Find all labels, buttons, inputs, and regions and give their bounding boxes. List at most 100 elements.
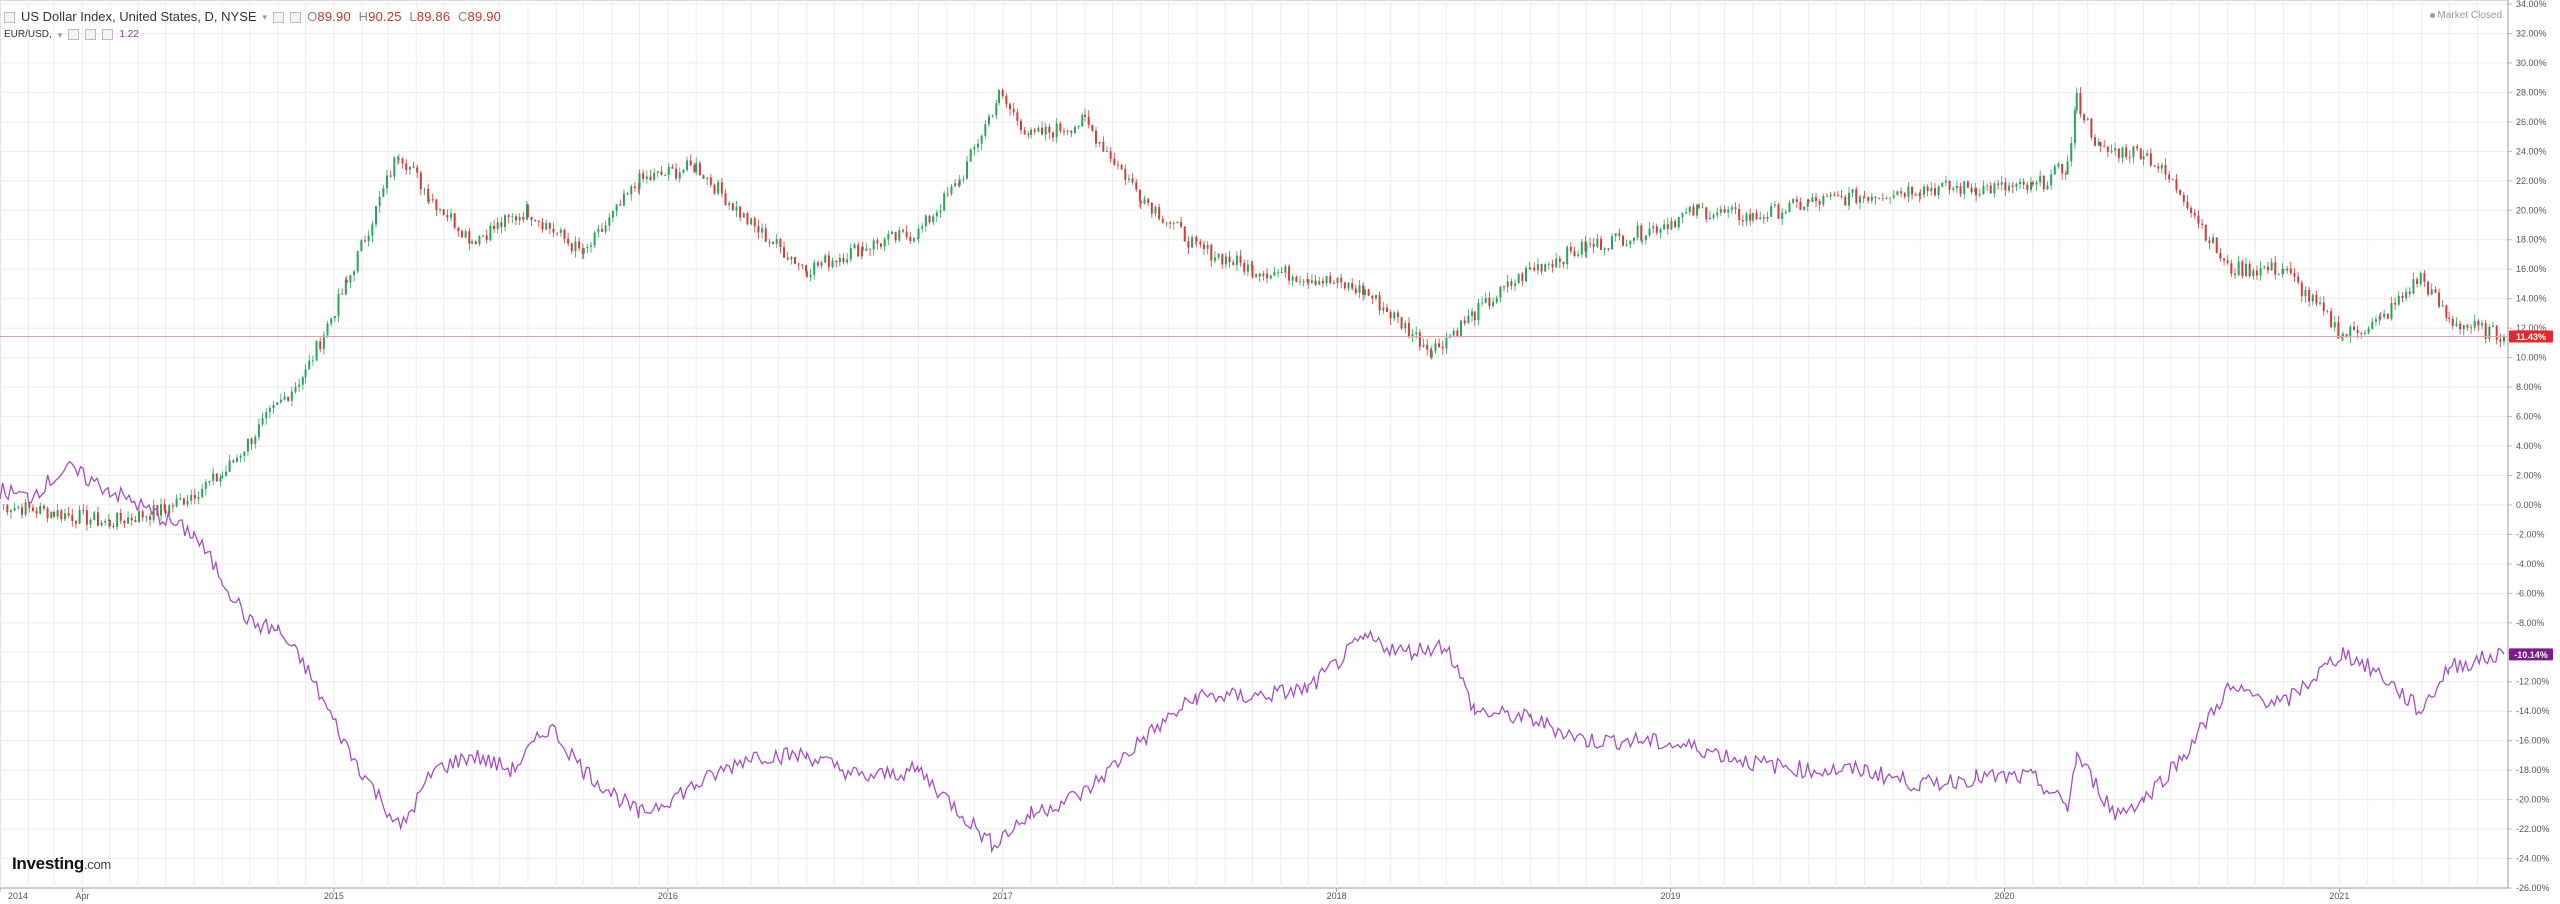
candle-body bbox=[1955, 186, 1958, 189]
candle-body bbox=[1889, 197, 1892, 199]
candle-body bbox=[93, 512, 96, 520]
candle-body bbox=[408, 166, 411, 170]
candle-body bbox=[333, 316, 336, 319]
eur-last-label: -10.14% bbox=[2514, 650, 2548, 660]
candle-body bbox=[1246, 264, 1249, 272]
candle-body bbox=[731, 203, 734, 211]
settings-square-icon[interactable] bbox=[273, 11, 285, 23]
candle-body bbox=[2401, 295, 2404, 298]
candle-body bbox=[642, 173, 645, 179]
candle-body bbox=[1363, 289, 1366, 295]
candle-body bbox=[1055, 123, 1058, 138]
candle-body bbox=[1815, 197, 1818, 201]
candle-body bbox=[1948, 180, 1951, 190]
candle-body bbox=[235, 457, 238, 463]
candle-body bbox=[1307, 279, 1310, 283]
candle-body bbox=[2293, 273, 2296, 277]
candle-body bbox=[1918, 193, 1921, 196]
candle-body bbox=[1521, 273, 1524, 282]
candle-body bbox=[1358, 285, 1361, 293]
candle-body bbox=[1332, 282, 1335, 284]
candle-body bbox=[917, 228, 920, 239]
eye-square-icon[interactable] bbox=[68, 29, 80, 40]
candle-body bbox=[2234, 273, 2237, 275]
candle-body bbox=[367, 235, 370, 242]
candle-body bbox=[1514, 283, 1517, 286]
candle-body bbox=[1138, 189, 1141, 201]
candle-body bbox=[1037, 127, 1040, 132]
candle-body bbox=[1989, 185, 1992, 194]
candle-body bbox=[2481, 323, 2484, 326]
series-line-eur-usd[interactable] bbox=[0, 460, 2505, 854]
candle-body bbox=[1874, 196, 1877, 199]
candle-body bbox=[31, 507, 34, 511]
close-square-icon[interactable] bbox=[102, 29, 114, 40]
candle-body bbox=[664, 175, 667, 176]
candle-body bbox=[1239, 255, 1242, 263]
candle-body bbox=[1878, 197, 1881, 199]
candle-body bbox=[813, 262, 816, 275]
candle-body bbox=[816, 262, 819, 266]
candle-body bbox=[1881, 197, 1884, 199]
candle-body bbox=[567, 238, 570, 244]
candle-body bbox=[1755, 212, 1758, 220]
candle-body bbox=[464, 231, 467, 238]
candle-body bbox=[1677, 217, 1680, 228]
candle-body bbox=[405, 163, 408, 170]
candle-body bbox=[1434, 343, 1437, 352]
candle-body bbox=[1982, 185, 1985, 195]
candle-body bbox=[1727, 209, 1730, 213]
candle-body bbox=[1611, 236, 1614, 250]
candle-body bbox=[1870, 196, 1873, 201]
candle-body bbox=[1255, 273, 1258, 278]
candle-body bbox=[2057, 164, 2060, 167]
candle-body bbox=[1127, 178, 1130, 180]
candle-body bbox=[160, 504, 163, 516]
candle-body bbox=[315, 341, 318, 361]
candle-body bbox=[1463, 320, 1466, 324]
candle-body bbox=[1438, 343, 1441, 347]
candle-body bbox=[827, 255, 830, 267]
candle-body bbox=[141, 511, 144, 518]
candle-body bbox=[717, 182, 720, 194]
candle-body bbox=[1081, 114, 1084, 127]
candle-body bbox=[1603, 248, 1606, 250]
candle-body bbox=[1277, 272, 1280, 273]
candle-body bbox=[1460, 320, 1463, 337]
y-tick-label: -14.00% bbox=[2516, 706, 2550, 716]
candle-body bbox=[127, 517, 130, 524]
x-tick-label: 2021 bbox=[2329, 891, 2349, 901]
candle-body bbox=[916, 238, 919, 240]
candle-body bbox=[728, 203, 731, 206]
close-square-icon[interactable] bbox=[290, 11, 302, 23]
chevron-down-icon[interactable]: ▾ bbox=[262, 12, 268, 22]
candle-body bbox=[2019, 181, 2022, 185]
candle-body bbox=[1023, 130, 1026, 135]
candle-body bbox=[2226, 260, 2229, 264]
chevron-down-icon[interactable]: ▾ bbox=[57, 29, 63, 40]
candle-body bbox=[1367, 289, 1370, 296]
candle-body bbox=[1059, 123, 1062, 132]
candle-body bbox=[1781, 212, 1784, 219]
candle-body bbox=[939, 210, 942, 213]
collapse-square-icon[interactable] bbox=[4, 11, 15, 23]
candle-body bbox=[1970, 187, 1973, 193]
candle-body bbox=[1712, 215, 1715, 218]
candle-body bbox=[2386, 313, 2389, 319]
candle-body bbox=[1191, 237, 1194, 248]
candle-body bbox=[1562, 261, 1565, 265]
x-tick-label: 2019 bbox=[1661, 891, 1681, 901]
candle-body bbox=[2448, 317, 2451, 319]
candle-body bbox=[1199, 241, 1202, 245]
candle-body bbox=[1422, 344, 1425, 347]
candle-body bbox=[337, 293, 340, 317]
candle-body bbox=[1224, 256, 1227, 265]
candle-body bbox=[2408, 291, 2411, 294]
candle-body bbox=[283, 396, 286, 400]
candle-body bbox=[746, 213, 749, 225]
candle-body bbox=[2230, 263, 2233, 274]
candle-body bbox=[2042, 175, 2045, 190]
candle-body bbox=[2219, 253, 2222, 259]
settings-square-icon[interactable] bbox=[85, 29, 97, 40]
